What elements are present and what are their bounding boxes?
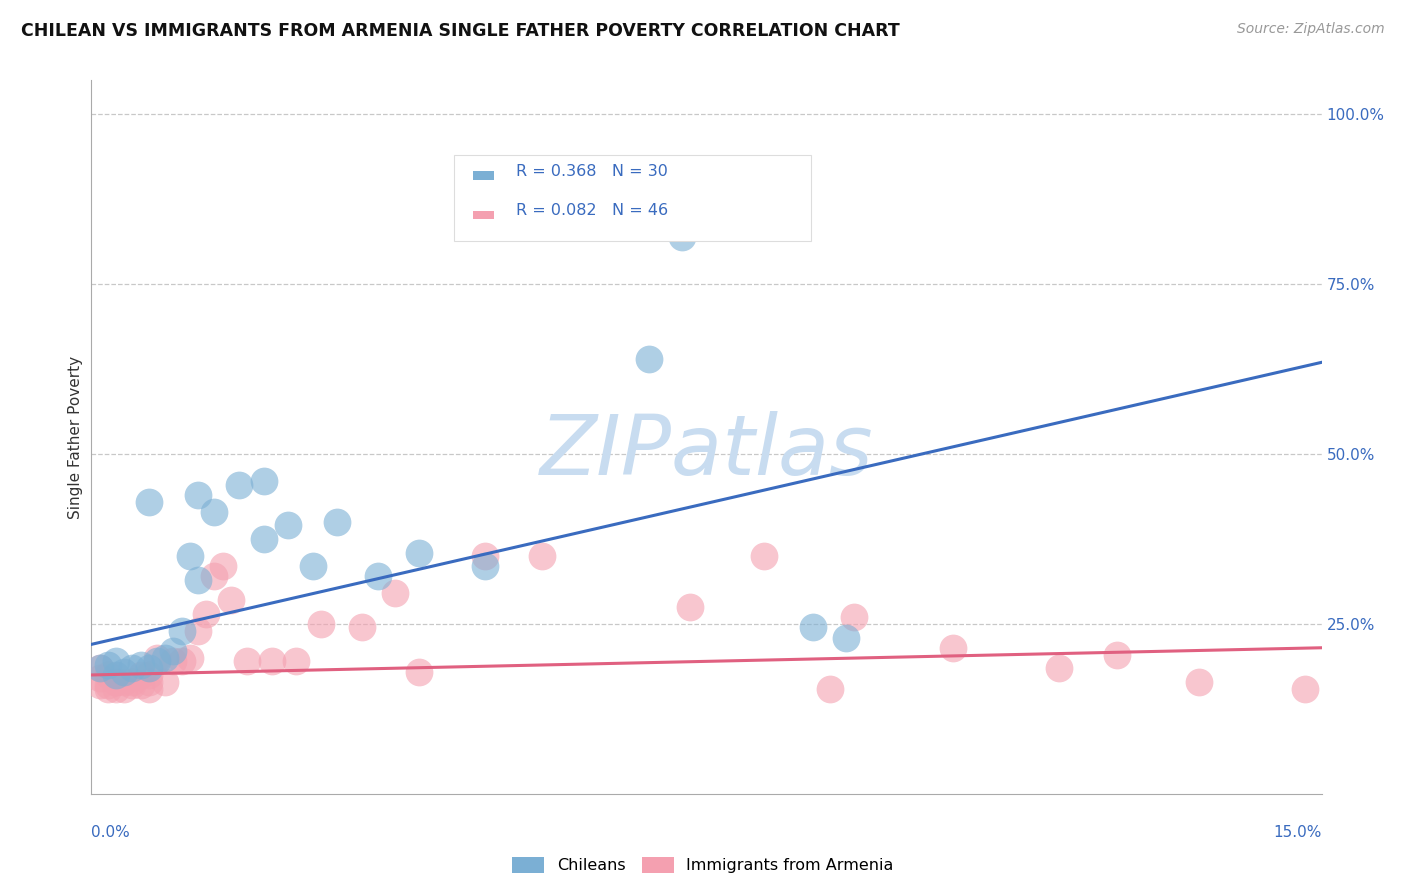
Point [531,549,554,563]
Text: 0.0%: 0.0% [91,825,131,840]
Point [408,665,430,679]
Point [89,661,111,675]
Point [942,640,965,655]
Point [309,617,332,632]
Text: R = 0.368   N = 30: R = 0.368 N = 30 [516,164,668,179]
Point [162,644,184,658]
Point [228,477,250,491]
FancyBboxPatch shape [454,155,811,241]
Text: R = 0.082   N = 46: R = 0.082 N = 46 [516,202,668,218]
Point [105,668,127,682]
Point [474,559,496,574]
FancyBboxPatch shape [472,211,495,219]
Point [408,546,430,560]
Point [752,549,775,563]
Point [253,475,276,489]
Point [97,668,120,682]
Legend: Chileans, Immigrants from Armenia: Chileans, Immigrants from Armenia [506,850,900,880]
Point [105,654,127,668]
Point [89,678,111,692]
Point [236,654,259,668]
Point [842,610,865,624]
Point [384,586,406,600]
Point [153,651,177,665]
Point [679,599,702,614]
Point [187,488,209,502]
Point [285,654,308,668]
Point [112,681,135,696]
Point [97,681,120,696]
Point [835,631,858,645]
Point [146,651,169,665]
Point [187,624,209,638]
Point [170,654,193,668]
Text: CHILEAN VS IMMIGRANTS FROM ARMENIA SINGLE FATHER POVERTY CORRELATION CHART: CHILEAN VS IMMIGRANTS FROM ARMENIA SINGL… [21,22,900,40]
Point [89,671,111,685]
Point [671,229,693,244]
Point [367,569,389,583]
Point [326,515,349,529]
Point [146,654,169,668]
Point [153,674,177,689]
Point [1187,674,1209,689]
Point [121,674,143,689]
Point [253,532,276,546]
Point [179,651,201,665]
Point [801,620,824,634]
Point [260,654,283,668]
Point [170,624,193,638]
Point [138,661,160,675]
Point [301,559,323,574]
Point [195,607,218,621]
Point [138,668,160,682]
Point [352,620,374,634]
Point [112,674,135,689]
Point [187,573,209,587]
Point [129,668,152,682]
Y-axis label: Single Father Poverty: Single Father Poverty [67,356,83,518]
Point [277,518,299,533]
Point [1294,681,1316,696]
Point [138,494,160,508]
Point [162,654,184,668]
Point [1047,661,1070,675]
Point [138,681,160,696]
Point [219,593,242,607]
Point [638,351,661,366]
Point [202,505,225,519]
Point [105,674,127,689]
Point [474,549,496,563]
Point [121,678,143,692]
Point [179,549,201,563]
Point [202,569,225,583]
Point [89,661,111,675]
Text: ZIPatlas: ZIPatlas [540,411,873,491]
Point [97,678,120,692]
Text: 15.0%: 15.0% [1274,825,1322,840]
Point [97,657,120,672]
Point [211,559,233,574]
Point [818,681,841,696]
Point [1105,648,1128,662]
Point [121,661,143,675]
Point [138,674,160,689]
Point [112,665,135,679]
FancyBboxPatch shape [472,171,495,180]
Point [129,678,152,692]
Point [105,674,127,689]
Point [129,657,152,672]
Text: Source: ZipAtlas.com: Source: ZipAtlas.com [1237,22,1385,37]
Point [105,681,127,696]
